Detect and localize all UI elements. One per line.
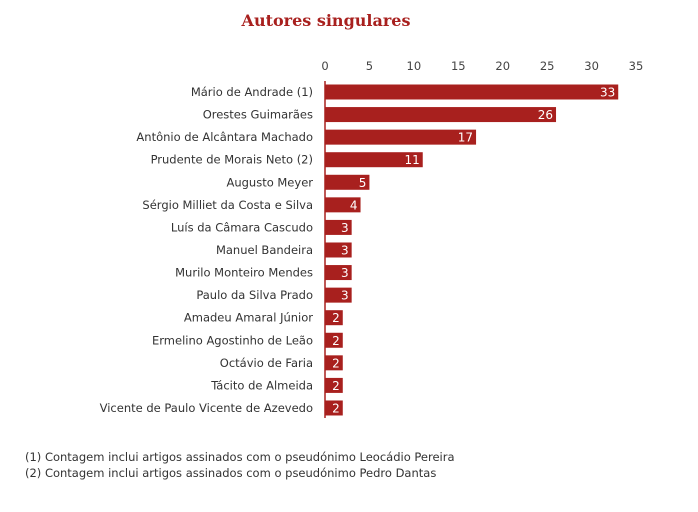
bar bbox=[325, 332, 343, 348]
bar bbox=[325, 219, 352, 235]
category-label: Manuel Bandeira bbox=[216, 243, 313, 257]
category-label: Mário de Andrade (1) bbox=[191, 85, 313, 99]
data-label: 2 bbox=[332, 356, 340, 370]
category-label: Tácito de Almeida bbox=[210, 378, 313, 392]
category-label: Augusto Meyer bbox=[226, 175, 313, 189]
bar bbox=[325, 400, 343, 416]
bar bbox=[325, 84, 619, 100]
bar bbox=[325, 197, 361, 213]
category-label: Luís da Câmara Cascudo bbox=[171, 220, 313, 234]
bar bbox=[325, 129, 477, 145]
data-label: 2 bbox=[332, 401, 340, 415]
bar bbox=[325, 242, 352, 258]
x-tick-label: 5 bbox=[366, 59, 373, 73]
data-label: 26 bbox=[538, 108, 553, 122]
x-tick-label: 10 bbox=[407, 59, 422, 73]
data-label: 3 bbox=[341, 221, 349, 235]
data-label: 3 bbox=[341, 243, 349, 257]
category-label: Vicente de Paulo Vicente de Azevedo bbox=[100, 401, 313, 415]
x-tick-label: 35 bbox=[629, 59, 644, 73]
category-label: Sérgio Milliet da Costa e Silva bbox=[142, 198, 313, 212]
x-tick-label: 30 bbox=[584, 59, 599, 73]
category-label: Murilo Monteiro Mendes bbox=[175, 266, 313, 280]
data-label: 17 bbox=[458, 131, 473, 145]
bar bbox=[325, 355, 343, 371]
x-tick-label: 25 bbox=[540, 59, 555, 73]
category-label: Amadeu Amaral Júnior bbox=[184, 311, 313, 325]
data-label: 2 bbox=[332, 334, 340, 348]
footnotes: (1) Contagem inclui artigos assinados co… bbox=[25, 449, 455, 481]
bar bbox=[325, 174, 370, 190]
bar bbox=[325, 287, 352, 303]
data-label: 4 bbox=[350, 198, 358, 212]
bar bbox=[325, 377, 343, 393]
category-label: Antônio de Alcântara Machado bbox=[136, 130, 313, 144]
data-label: 3 bbox=[341, 266, 349, 280]
data-label: 2 bbox=[332, 311, 340, 325]
data-label: 11 bbox=[404, 153, 419, 167]
x-tick-label: 20 bbox=[495, 59, 510, 73]
category-label: Paulo da Silva Prado bbox=[196, 288, 313, 302]
data-label: 5 bbox=[359, 176, 367, 190]
bar bbox=[325, 265, 352, 281]
bar bbox=[325, 152, 423, 168]
bar bbox=[325, 107, 557, 123]
category-label: Ermelino Agostinho de Leão bbox=[152, 333, 313, 347]
category-label: Orestes Guimarães bbox=[203, 108, 313, 122]
category-label: Prudente de Morais Neto (2) bbox=[151, 153, 313, 167]
chart-title: Autores singulares bbox=[241, 11, 411, 30]
x-tick-label: 0 bbox=[321, 59, 328, 73]
footnote-2: (2) Contagem inclui artigos assinados co… bbox=[25, 466, 437, 480]
bar bbox=[325, 310, 343, 326]
x-tick-label: 15 bbox=[451, 59, 466, 73]
data-label: 2 bbox=[332, 379, 340, 393]
data-label: 3 bbox=[341, 289, 349, 303]
category-label: Octávio de Faria bbox=[220, 356, 313, 370]
data-label: 33 bbox=[600, 86, 615, 100]
footnote-1: (1) Contagem inclui artigos assinados co… bbox=[25, 450, 455, 464]
